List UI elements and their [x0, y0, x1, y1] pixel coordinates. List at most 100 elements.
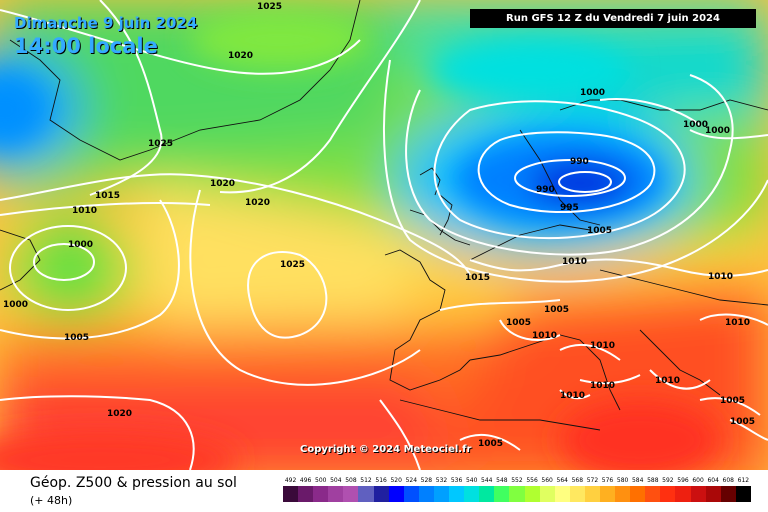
isobar-label: 1015 [465, 273, 490, 283]
forecast-date: Dimanche 9 juin 2024 [14, 14, 198, 32]
isobars [0, 0, 768, 470]
legend-label: 608 [722, 477, 734, 484]
legend-label: 596 [677, 477, 689, 484]
map-title: Géop. Z500 & pression au sol [30, 475, 237, 491]
color-fill [0, 0, 768, 470]
isobar-label: 1020 [210, 179, 235, 189]
legend-swatch [328, 486, 344, 502]
isobar-label: 995 [560, 203, 579, 213]
legend-label: 504 [330, 477, 342, 484]
isobar-label: 1000 [580, 88, 605, 98]
isobar-label: 1005 [478, 439, 503, 449]
legend-label: 600 [692, 477, 704, 484]
legend-label: 560 [541, 477, 553, 484]
legend-label: 536 [450, 477, 463, 484]
isobar-label: 990 [536, 185, 555, 195]
isobar-label: 1005 [64, 333, 89, 343]
legend-label: 584 [631, 477, 644, 484]
legend-swatch [554, 486, 570, 502]
isobar-label: 1005 [730, 417, 755, 427]
legend-label: 580 [616, 477, 629, 484]
legend-label: 604 [707, 477, 719, 484]
legend-label: 572 [586, 477, 599, 484]
legend-swatch [464, 486, 480, 502]
isobar-label: 1010 [708, 272, 733, 282]
isobar-label: 1010 [655, 376, 680, 386]
geopotential-map: 1025 1020 1025 1015 1020 1010 1020 1000 … [0, 0, 768, 470]
isobar-label: 1005 [544, 305, 569, 315]
legend-swatch [599, 486, 616, 502]
legend-swatch [358, 486, 374, 502]
legend-label: 568 [571, 477, 584, 484]
legend-label: 520 [390, 477, 402, 484]
legend-swatch [494, 486, 510, 502]
isobar-label: 1020 [107, 409, 132, 419]
isobar-labels: 1025 1020 1025 1015 1020 1010 1020 1000 … [3, 2, 755, 449]
legend-swatch [403, 486, 419, 502]
legend-swatches [283, 486, 751, 502]
isobar-label: 1000 [683, 120, 708, 130]
legend-swatch [283, 486, 299, 502]
isobar-label: 1025 [257, 2, 282, 12]
legend-label: 524 [405, 477, 418, 484]
legend-labels: 492 496 500 504 508 512 516 520 524 528 532 536 540 5… [283, 477, 751, 486]
isobar-label: 1010 [590, 381, 615, 391]
legend-label: 516 [375, 477, 387, 484]
legend-label: 544 [481, 477, 493, 484]
legend-swatch [705, 486, 721, 502]
legend-label: 552 [511, 477, 523, 484]
isobar-label: 990 [570, 157, 589, 167]
isobar-label: 1000 [705, 126, 730, 136]
isobar-label: 1010 [72, 206, 97, 216]
forecast-time: 14:00 locale [14, 34, 158, 58]
legend-swatch [313, 486, 329, 502]
color-legend: 492 496 500 504 508 512 516 520 524 528 532 536 540 5… [283, 477, 751, 502]
legend-label: 500 [315, 477, 327, 484]
legend-label: 508 [345, 477, 357, 484]
legend-swatch [645, 486, 661, 502]
isobar-label: 1020 [245, 198, 270, 208]
legend-swatch [298, 486, 314, 502]
legend-swatch [675, 486, 691, 502]
legend-swatch [388, 486, 404, 502]
legend-swatch [630, 486, 646, 502]
legend-label: 496 [299, 477, 312, 484]
legend-swatch [539, 486, 555, 502]
legend-swatch [584, 486, 600, 502]
legend-label: 512 [360, 477, 372, 484]
forecast-offset: (+ 48h) [30, 494, 73, 507]
legend-label: 528 [420, 477, 433, 484]
legend-swatch [660, 486, 676, 502]
legend-swatch [509, 486, 525, 502]
isobar-label: 1020 [228, 51, 253, 61]
legend-label: 532 [435, 477, 448, 484]
isobar-label: 1005 [506, 318, 531, 328]
legend-label: 548 [496, 477, 508, 484]
copyright-text: Copyright © 2024 Meteociel.fr [300, 444, 472, 455]
isobar-label: 1010 [560, 391, 585, 401]
isobar-label: 1025 [280, 260, 305, 270]
legend-swatch [524, 486, 540, 502]
legend-label: 588 [647, 477, 659, 484]
legend-swatch [690, 486, 706, 502]
isobar-label: 1010 [532, 331, 557, 341]
legend-swatch [343, 486, 359, 502]
legend-swatch [418, 486, 434, 502]
legend-label: 564 [556, 477, 568, 484]
legend-label: 576 [601, 477, 614, 484]
legend-label: 592 [662, 477, 674, 484]
isobar-label: 1010 [562, 257, 587, 267]
isobar-label: 1010 [725, 318, 750, 328]
legend-swatch [373, 486, 389, 502]
legend-label: 492 [284, 477, 297, 484]
legend-swatch [479, 486, 495, 502]
isobar-label: 1000 [3, 300, 28, 310]
isobar-label: 1010 [590, 341, 615, 351]
legend-swatch [615, 486, 631, 502]
legend-label: 540 [465, 477, 478, 484]
legend-label: 612 [737, 477, 750, 484]
model-run-info: Run GFS 12 Z du Vendredi 7 juin 2024 [470, 9, 756, 28]
legend-swatch [735, 486, 751, 502]
isobar-label: 1000 [68, 240, 93, 250]
